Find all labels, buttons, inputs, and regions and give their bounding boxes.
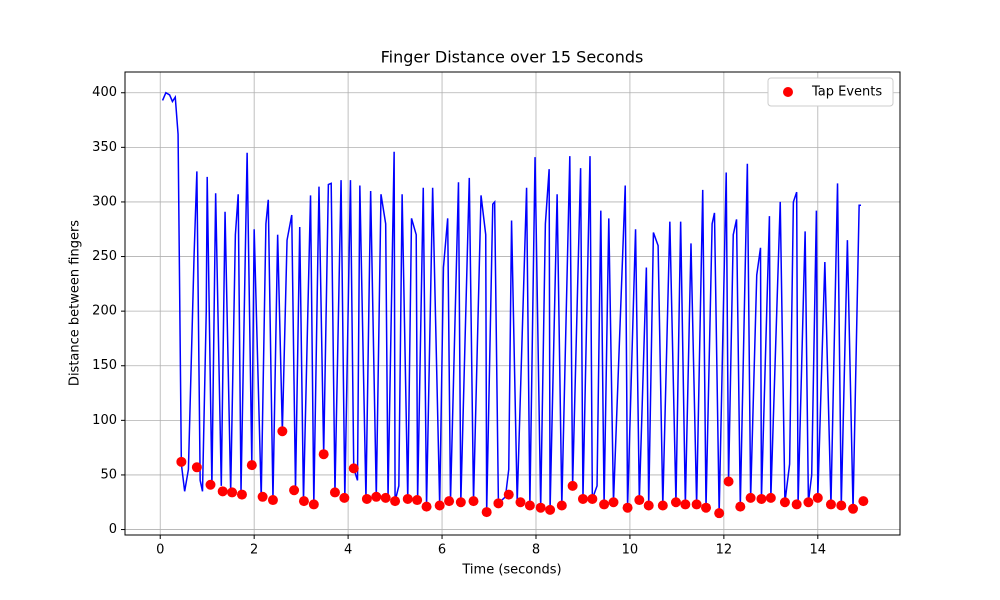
tap-point (556, 500, 567, 511)
tap-point (329, 487, 340, 498)
tap-point (257, 491, 268, 502)
tap-point (361, 493, 372, 504)
tap-point (567, 480, 578, 491)
tap-point (634, 495, 645, 506)
tap-point (339, 492, 350, 503)
x-tick-label: 10 (622, 543, 639, 558)
x-tick-label: 2 (250, 543, 258, 558)
tap-point (412, 495, 423, 506)
x-tick-label: 14 (810, 543, 827, 558)
x-tick-label: 4 (344, 543, 352, 558)
tap-point (444, 496, 455, 507)
tap-point (434, 500, 445, 511)
tap-point (657, 500, 668, 511)
tap-point (825, 499, 836, 510)
tap-point (524, 500, 535, 511)
tap-point (599, 499, 610, 510)
tap-point (577, 493, 588, 504)
y-tick-label: 50 (100, 467, 117, 482)
plot-frame (124, 71, 901, 536)
x-tick-label: 0 (156, 543, 164, 558)
tap-point (308, 499, 319, 510)
tap-point (691, 499, 702, 510)
tap-point (515, 497, 526, 508)
tap-point (680, 499, 691, 510)
legend-marker (783, 87, 793, 97)
chart-title: Finger Distance over 15 Seconds (381, 48, 644, 67)
y-axis-label: Distance between fingers (68, 220, 83, 386)
tap-point (289, 485, 300, 496)
tap-point (836, 500, 847, 511)
tap-point (380, 492, 391, 503)
tap-point (779, 497, 790, 508)
tap-point (277, 426, 288, 437)
tap-point (267, 495, 278, 506)
tap-point (191, 462, 202, 473)
tap-point (205, 479, 216, 490)
legend-label: Tap Events (811, 85, 882, 100)
tap-point (791, 499, 802, 510)
x-tick-label: 6 (438, 543, 446, 558)
tap-point (701, 502, 712, 513)
tap-point (402, 493, 413, 504)
tap-point (858, 496, 869, 507)
tap-point (503, 489, 514, 500)
tap-point (348, 463, 359, 474)
tap-point (643, 500, 654, 511)
y-tick-label: 400 (92, 85, 117, 100)
y-tick-label: 100 (92, 413, 117, 428)
y-tick-label: 150 (92, 358, 117, 373)
y-tick-label: 250 (92, 249, 117, 264)
tap-point (803, 497, 814, 508)
tap-point (246, 460, 257, 471)
tap-point (481, 507, 492, 518)
tap-point (371, 491, 382, 502)
tap-point (756, 493, 767, 504)
x-tick-label: 12 (716, 543, 733, 558)
tap-point (227, 487, 238, 498)
tap-point (622, 502, 633, 513)
tap-point (390, 496, 401, 507)
tap-point (714, 508, 725, 519)
tap-point (217, 486, 228, 497)
tap-point (468, 496, 479, 507)
legend-box (767, 77, 894, 107)
tap-point (298, 496, 309, 507)
tap-point (545, 504, 556, 515)
tap-point (670, 497, 681, 508)
tap-point (745, 492, 756, 503)
tap-point (455, 497, 466, 508)
data-line (161, 91, 862, 514)
tap-point (421, 501, 432, 512)
y-tick-label: 350 (92, 140, 117, 155)
tap-point (318, 449, 329, 460)
y-tick-label: 300 (92, 194, 117, 209)
x-tick-label: 8 (532, 543, 540, 558)
tap-point (493, 498, 504, 509)
tap-point (723, 476, 734, 487)
y-tick-label: 0 (109, 522, 117, 537)
x-axis-label: Time (seconds) (461, 563, 561, 578)
y-tick-label: 200 (92, 304, 117, 319)
tap-point (848, 503, 859, 514)
tap-point (735, 501, 746, 512)
tap-point (765, 492, 776, 503)
tap-point (176, 456, 187, 467)
tap-point (587, 493, 598, 504)
tap-point (608, 497, 619, 508)
tap-point (535, 502, 546, 513)
tap-point (812, 492, 823, 503)
tap-point (236, 489, 247, 500)
